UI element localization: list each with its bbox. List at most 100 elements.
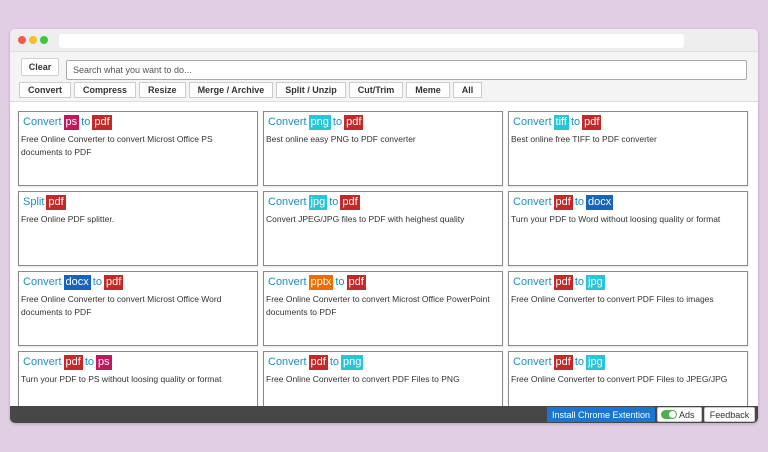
title-word: to: [92, 276, 102, 288]
title-bar: [10, 29, 758, 52]
search-input[interactable]: Search what you want to do...: [66, 60, 747, 80]
card-description: Turn your PDF to PS without loosing qual…: [21, 374, 222, 384]
tab-all[interactable]: All: [452, 82, 483, 98]
format-badge: png: [341, 354, 364, 370]
clear-button[interactable]: Clear: [21, 58, 59, 76]
status-bar: Install Chrome Extention Ads Feedback: [10, 406, 758, 423]
browser-window: Clear Search what you want to do... Conv…: [10, 29, 758, 423]
format-badge: pdf: [553, 194, 573, 210]
feedback-button[interactable]: Feedback: [704, 407, 755, 422]
title-word: Split: [23, 196, 45, 208]
format-badge: tiff: [553, 114, 569, 130]
format-badge: pdf: [92, 114, 112, 130]
card-title[interactable]: Convert pptx to pdf: [266, 274, 366, 290]
title-word: Convert: [23, 276, 62, 288]
converter-card[interactable]: Convert ps to pdf Free Online Converter to c…: [18, 111, 258, 186]
card-description: Free Online Converter to convert PDF Fil…: [511, 374, 728, 384]
converter-card[interactable]: Convert tiff to pdf Best online free TIFF to…: [508, 111, 748, 186]
card-title[interactable]: Convert png to pdf: [266, 114, 364, 130]
card-title[interactable]: Convert pdf to jpg: [511, 354, 605, 370]
title-word: to: [574, 196, 585, 208]
address-bar[interactable]: [59, 34, 684, 48]
format-badge: png: [308, 114, 331, 130]
install-chrome-extension-button[interactable]: Install Chrome Extention: [547, 407, 655, 422]
category-tabs: Convert Compress Resize Merge / Archive Spli…: [19, 82, 483, 99]
format-badge: pdf: [308, 354, 328, 370]
card-title[interactable]: Convert tiff to pdf: [511, 114, 602, 130]
title-word: to: [329, 196, 339, 208]
title-word: Convert: [513, 196, 552, 208]
title-word: Convert: [268, 116, 307, 128]
tab-meme[interactable]: Meme: [406, 82, 450, 98]
format-badge: pdf: [582, 114, 602, 130]
format-badge: jpg: [586, 354, 605, 370]
card-description: Free Online Converter to convert Microst…: [21, 134, 213, 157]
format-badge: pptx: [308, 274, 334, 290]
title-word: to: [570, 116, 581, 128]
format-badge: pdf: [103, 274, 124, 290]
card-title[interactable]: Split pdf: [21, 194, 66, 210]
card-description: Best online free TIFF to PDF converter: [511, 134, 657, 144]
format-badge: docx: [63, 274, 91, 290]
format-badge: pdf: [553, 274, 573, 290]
format-badge: jpg: [586, 274, 605, 290]
card-title[interactable]: Convert docx to pdf: [21, 274, 124, 290]
title-word: to: [335, 276, 345, 288]
format-badge: ps: [63, 114, 80, 130]
converter-card[interactable]: Convert pdf to docx Turn your PDF to Word wi…: [508, 191, 748, 266]
card-title[interactable]: Convert pdf to jpg: [511, 274, 605, 290]
format-badge: docx: [586, 194, 614, 210]
title-word: Convert: [513, 276, 552, 288]
card-title[interactable]: Convert jpg to pdf: [266, 194, 360, 210]
tab-cut-trim[interactable]: Cut/Trim: [348, 82, 404, 98]
converter-card[interactable]: Convert pptx to pdf Free Online Converter to…: [263, 271, 503, 346]
format-badge: pdf: [344, 114, 364, 130]
tab-split-unzip[interactable]: Split / Unzip: [276, 82, 346, 98]
format-badge: pdf: [340, 194, 360, 210]
card-description: Free Online Converter to convert Microst…: [21, 294, 222, 317]
title-word: Convert: [268, 276, 307, 288]
tab-convert[interactable]: Convert: [19, 82, 72, 98]
format-badge: pdf: [553, 354, 573, 370]
minimize-window-icon[interactable]: [29, 36, 37, 44]
ads-label: Ads: [679, 409, 695, 420]
title-word: Convert: [268, 196, 307, 208]
card-description: Convert JPEG/JPG files to PDF with heigh…: [266, 214, 465, 224]
converter-card[interactable]: Convert png to pdf Best online easy PNG to P…: [263, 111, 503, 186]
title-word: Convert: [513, 356, 552, 368]
toggle-switch-icon[interactable]: [661, 410, 677, 419]
title-word: to: [84, 356, 95, 368]
title-word: to: [574, 276, 585, 288]
title-word: to: [81, 116, 91, 128]
card-title[interactable]: Convert ps to pdf: [21, 114, 112, 130]
card-title[interactable]: Convert pdf to ps: [21, 354, 112, 370]
format-badge: pdf: [46, 194, 66, 210]
tab-resize[interactable]: Resize: [139, 82, 186, 98]
format-badge: pdf: [63, 354, 83, 370]
format-badge: pdf: [346, 274, 366, 290]
close-window-icon[interactable]: [18, 36, 26, 44]
toolbar: Clear Search what you want to do... Conv…: [10, 52, 758, 102]
converter-card[interactable]: Convert jpg to pdf Convert JPEG/JPG files to…: [263, 191, 503, 266]
title-word: Convert: [23, 116, 62, 128]
converter-card[interactable]: Convert docx to pdf Free Online Converter to…: [18, 271, 258, 346]
converter-grid: Convert ps to pdf Free Online Converter to c…: [10, 102, 758, 423]
format-badge: jpg: [308, 194, 328, 210]
card-title[interactable]: Convert pdf to png: [266, 354, 364, 370]
converter-card[interactable]: Split pdf Free Online PDF splitter.: [18, 191, 258, 266]
maximize-window-icon[interactable]: [40, 36, 48, 44]
card-title[interactable]: Convert pdf to docx: [511, 194, 614, 210]
ads-toggle[interactable]: Ads: [657, 407, 702, 422]
card-description: Turn your PDF to Word without loosing qu…: [511, 214, 721, 224]
title-word: Convert: [23, 356, 62, 368]
tab-compress[interactable]: Compress: [74, 82, 137, 98]
converter-card[interactable]: Convert pdf to jpg Free Online Converter to …: [508, 271, 748, 346]
format-badge: ps: [96, 354, 112, 370]
title-word: to: [332, 116, 343, 128]
card-description: Free Online Converter to convert PDF Fil…: [511, 294, 714, 304]
title-word: to: [574, 356, 585, 368]
card-description: Free Online PDF splitter.: [21, 214, 115, 224]
card-description: Free Online Converter to convert Microst…: [266, 294, 490, 317]
tab-merge-archive[interactable]: Merge / Archive: [188, 82, 274, 98]
title-word: Convert: [268, 356, 307, 368]
